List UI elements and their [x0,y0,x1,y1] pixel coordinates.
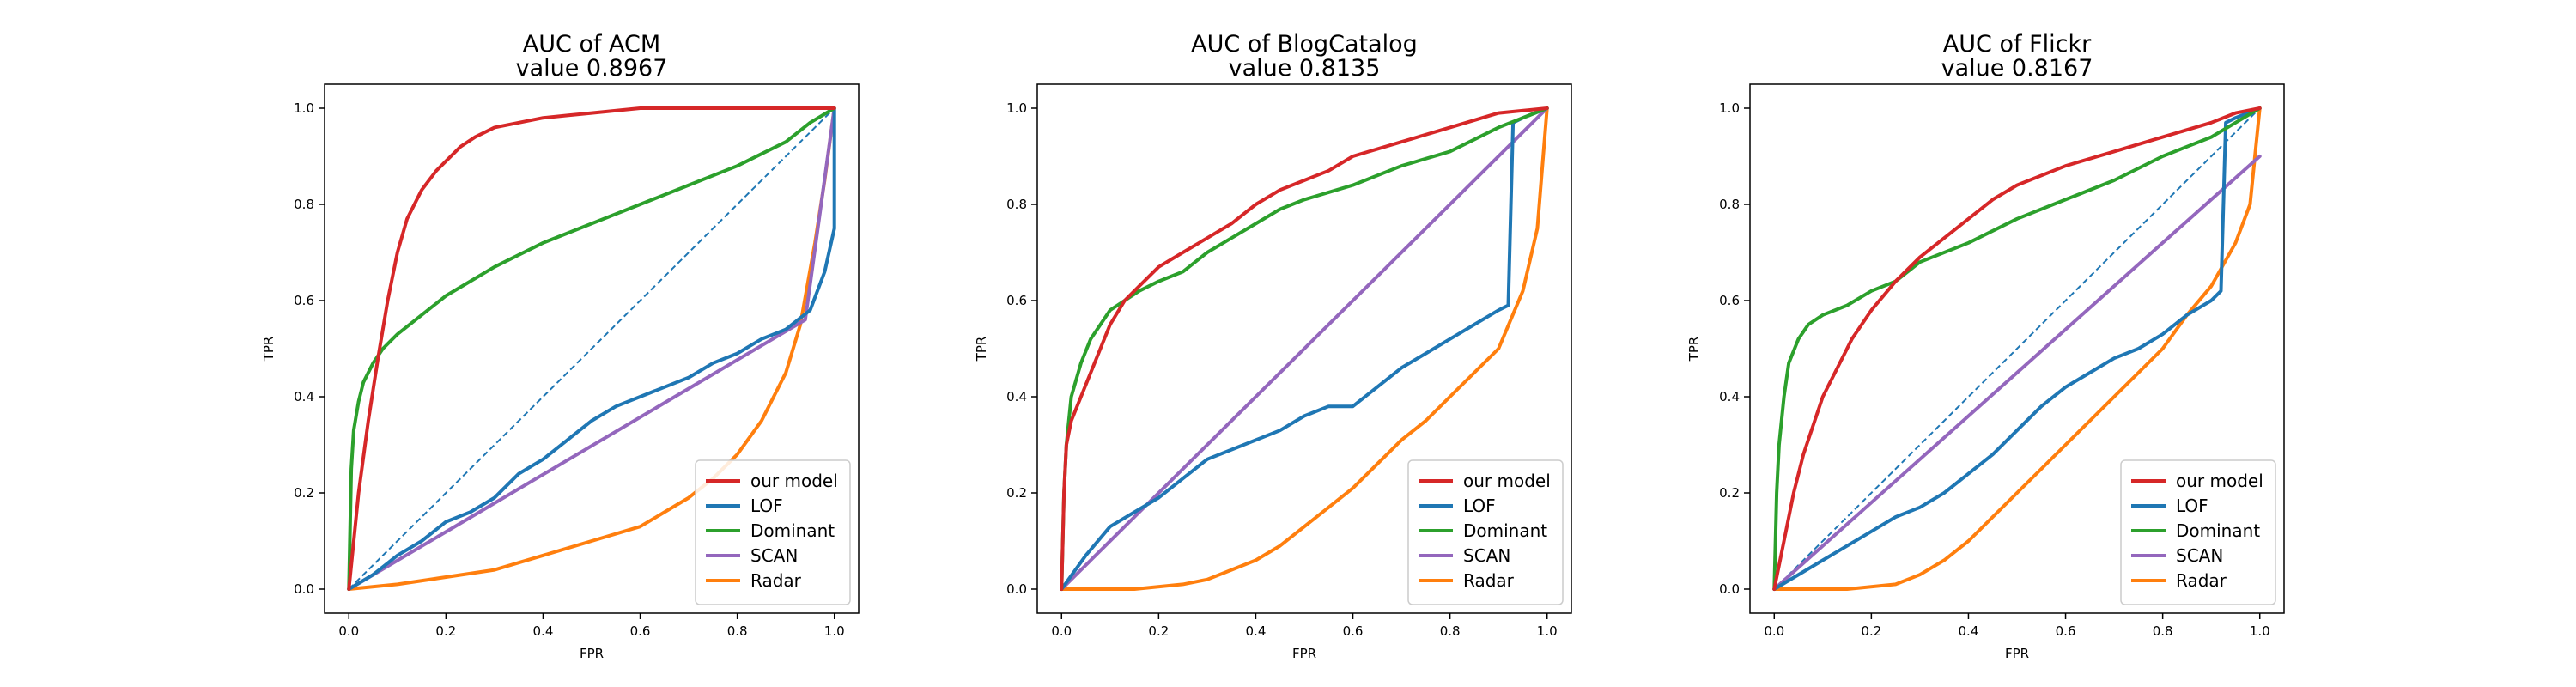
legend-label-dominant: Dominant [2176,520,2260,541]
legend-box [2120,459,2276,605]
chart-subtitle: value 0.8135 [1229,55,1381,82]
y-tick-label: 0.6 [1006,293,1027,308]
y-tick-label: 0.4 [1719,389,1740,404]
y-tick-label: 0.6 [1719,293,1740,308]
y-tick-label: 0.2 [1719,485,1740,501]
plot-area-blogcatalog: 0.0 0.2 0.4 0.6 0.8 1.0 0.0 0.2 0.4 0.6 0.8 1.0 FPR T… [974,83,1572,661]
y-tick-label: 1.0 [1006,100,1027,116]
y-tick-label: 0.8 [1006,197,1027,212]
series-line-radar [1060,106,1549,591]
legend: our model LOF Dominant SCAN Radar [1407,459,1564,605]
x-tick-label: 1.0 [1537,623,1558,639]
series-line-lof [347,106,836,591]
chart-title: AUC of ACM [523,31,660,58]
x-axis-label: FPR [2005,646,2029,661]
y-tick-label: 0.8 [1719,197,1740,212]
series-line-dominant [1772,106,2262,591]
chart-panel-acm: AUC of ACM value 0.8967 0.0 0.2 0.4 0.6 0.8 1… [261,31,860,661]
axes-frame [1036,83,1572,614]
series-line-lof [1060,106,1549,591]
series-line-dominant [347,106,836,591]
plot-area-flickr: 0.0 0.2 0.4 0.6 0.8 1.0 0.0 0.2 0.4 0.6 0.8 1.0 FPR T… [1686,83,2285,661]
x-tick-label: 0.2 [435,623,456,639]
y-tick-label: 0.2 [1006,485,1027,501]
plot-area-acm: 0.0 0.2 0.4 0.6 0.8 1.0 0.0 0.2 0.4 0.6 0.8 1.0 FPR T… [261,83,860,661]
series-line-scan [347,106,836,591]
y-axis-label: TPR [1686,337,1702,362]
legend-label-our-model: our model [2176,471,2263,491]
x-tick-label: 0.0 [1051,623,1072,639]
y-tick-label: 0.6 [294,293,314,308]
legend-label-our-model: our model [750,471,838,491]
x-tick-label: 0.4 [1959,623,1979,639]
chart-title: AUC of BlogCatalog [1191,31,1418,58]
series-line-scan [1772,155,2262,591]
legend-label-lof: LOF [750,495,783,516]
chart-subtitle: value 0.8967 [516,55,668,82]
series-line-radar [347,106,836,591]
y-tick-label: 1.0 [1719,100,1740,116]
legend-box [1407,459,1564,605]
axes-frame [1749,83,2285,614]
axes-frame [324,83,860,614]
series-line-dominant [1060,106,1549,591]
y-tick-label: 0.0 [294,581,314,597]
x-tick-label: 0.4 [533,623,554,639]
series-line-our-model [347,106,836,591]
legend: our model LOF Dominant SCAN Radar [2120,459,2276,605]
x-tick-label: 0.2 [1861,623,1881,639]
series-line-radar [1772,106,2262,591]
x-tick-label: 0.6 [2056,623,2076,639]
x-tick-label: 0.4 [1246,623,1267,639]
y-tick-label: 0.4 [294,389,314,404]
y-tick-label: 0.8 [294,197,314,212]
legend-label-radar: Radar [2176,570,2227,591]
y-tick-label: 1.0 [294,100,314,116]
x-tick-label: 0.0 [1764,623,1784,639]
legend-label-lof: LOF [2176,495,2208,516]
x-tick-label: 1.0 [824,623,845,639]
x-axis-label: FPR [1292,646,1316,661]
series-line-our-model [1772,106,2262,591]
chart-subtitle: value 0.8167 [1941,55,2093,82]
legend-label-our-model: our model [1463,471,1551,491]
y-axis-label: TPR [261,337,276,362]
legend-label-dominant: Dominant [1463,520,1547,541]
x-tick-label: 0.8 [2153,623,2173,639]
series-line-our-model [1060,106,1549,591]
chart-title: AUC of Flickr [1943,31,2092,58]
x-axis-label: FPR [580,646,604,661]
legend-label-scan: SCAN [750,545,798,566]
legend-label-radar: Radar [1463,570,1515,591]
x-tick-label: 0.6 [1343,623,1364,639]
chart-panel-blogcatalog: AUC of BlogCatalog value 0.8135 0.0 0.2 0.… [974,31,1572,661]
series-line-lof [1772,106,2262,591]
y-tick-label: 0.0 [1006,581,1027,597]
reference-diagonal-line [348,107,835,590]
legend-label-radar: Radar [750,570,802,591]
legend: our model LOF Dominant SCAN Radar [695,459,851,605]
chart-panel-flickr: AUC of Flickr value 0.8167 0.0 0.2 0.4 0.6 0… [1686,31,2285,661]
x-tick-label: 0.0 [338,623,359,639]
legend-box [695,459,851,605]
legend-label-dominant: Dominant [750,520,835,541]
legend-label-scan: SCAN [1463,545,1510,566]
x-tick-label: 0.2 [1148,623,1169,639]
reference-diagonal-line [1773,107,2261,590]
legend-label-scan: SCAN [2176,545,2223,566]
x-tick-label: 0.8 [727,623,748,639]
x-tick-label: 0.8 [1440,623,1461,639]
y-tick-label: 0.4 [1006,389,1027,404]
x-tick-label: 0.6 [630,623,651,639]
y-tick-label: 0.0 [1719,581,1740,597]
y-tick-label: 0.2 [294,485,314,501]
legend-label-lof: LOF [1463,495,1496,516]
x-tick-label: 1.0 [2250,623,2270,639]
y-axis-label: TPR [974,337,989,362]
